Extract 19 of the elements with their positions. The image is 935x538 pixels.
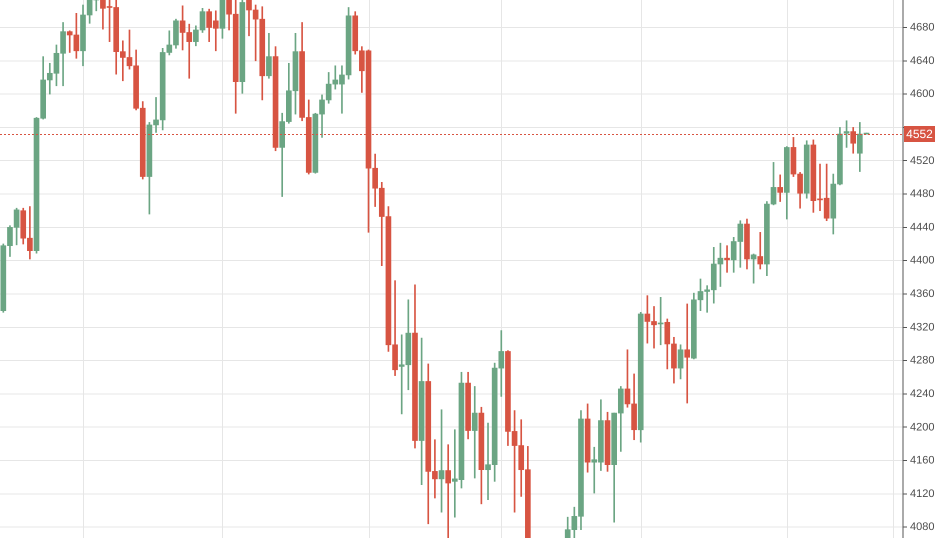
y-tick-label: 4160 (910, 454, 934, 467)
y-tick-label: 4320 (910, 321, 934, 334)
y-tick-label: 4120 (910, 488, 934, 500)
candlestick (844, 120, 850, 148)
y-tick-label: 4440 (910, 221, 934, 234)
y-tick-label: 4480 (910, 188, 934, 200)
y-tick-label: 4200 (910, 421, 934, 434)
y-tick-label: 4640 (910, 54, 934, 67)
y-tick-label: 4400 (910, 254, 934, 267)
y-tick-label: 4600 (910, 88, 934, 100)
y-tick-label: 4680 (910, 22, 934, 34)
y-tick-label: 4520 (910, 154, 934, 167)
candlestick (438, 409, 444, 513)
y-tick-label: 4360 (910, 288, 934, 300)
candlestick (724, 245, 730, 273)
y-tick-label: 4240 (910, 388, 934, 400)
y-tick-label: 4280 (910, 354, 934, 367)
ref-line-label: 4552 (906, 126, 934, 141)
y-tick-label: 4080 (910, 521, 934, 534)
